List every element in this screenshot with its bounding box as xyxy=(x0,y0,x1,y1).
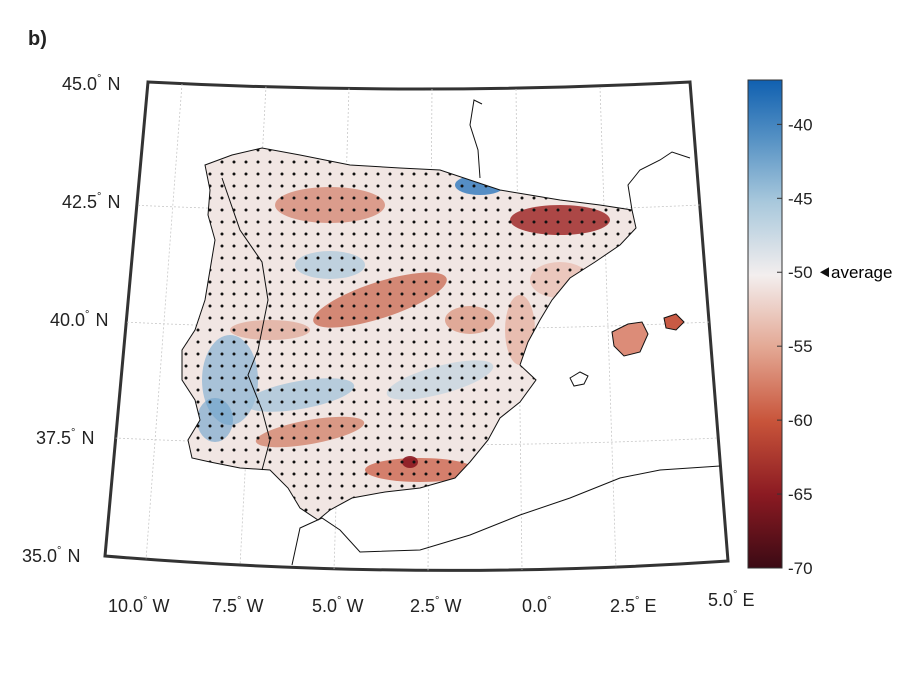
lat-label-45: 45.0° N xyxy=(62,73,120,94)
colorbar: -40 -45 -50 -55 -60 -65 -70 average xyxy=(747,79,892,578)
colorbar-tick-labels: -40 -45 -50 -55 -60 -65 -70 xyxy=(788,115,813,578)
colorbar-tick-label: -40 xyxy=(788,115,813,134)
panel-label: b) xyxy=(28,28,47,50)
lon-label-0: 0.0° xyxy=(522,595,551,616)
colorbar-tick-label: -60 xyxy=(788,411,813,430)
colorbar-ramp xyxy=(747,79,783,569)
lat-label-40: 40.0° N xyxy=(50,309,108,330)
colorbar-tick-label: -65 xyxy=(788,485,813,504)
average-marker-icon xyxy=(820,267,829,278)
average-label: average xyxy=(831,263,892,282)
colorbar-tick-label: -55 xyxy=(788,337,813,356)
lon-label-10w: 10.0° W xyxy=(108,595,169,616)
longitude-axis: 10.0° W 7.5° W 5.0° W 2.5° W 0.0° 2.5° E 5.0°… xyxy=(108,589,754,616)
lat-label-42-5: 42.5° N xyxy=(62,191,120,212)
lon-label-7-5w: 7.5° W xyxy=(212,595,263,616)
colorbar-tick-label: -45 xyxy=(788,189,813,208)
lon-label-2-5w: 2.5° W xyxy=(410,595,461,616)
lon-label-5e: 5.0° E xyxy=(708,589,754,610)
lat-label-35: 35.0° N xyxy=(22,545,80,566)
colorbar-tick-label: -70 xyxy=(788,559,813,578)
colorbar-tick-label: -50 xyxy=(788,263,813,282)
coastlines xyxy=(181,99,721,566)
colorbar-ticks xyxy=(777,123,782,569)
lat-label-37-5: 37.5° N xyxy=(36,427,94,448)
lon-label-5w: 5.0° W xyxy=(312,595,363,616)
lon-label-2-5e: 2.5° E xyxy=(610,595,656,616)
latitude-axis: 45.0° N 42.5° N 40.0° N 37.5° N 35.0° N xyxy=(22,73,120,566)
